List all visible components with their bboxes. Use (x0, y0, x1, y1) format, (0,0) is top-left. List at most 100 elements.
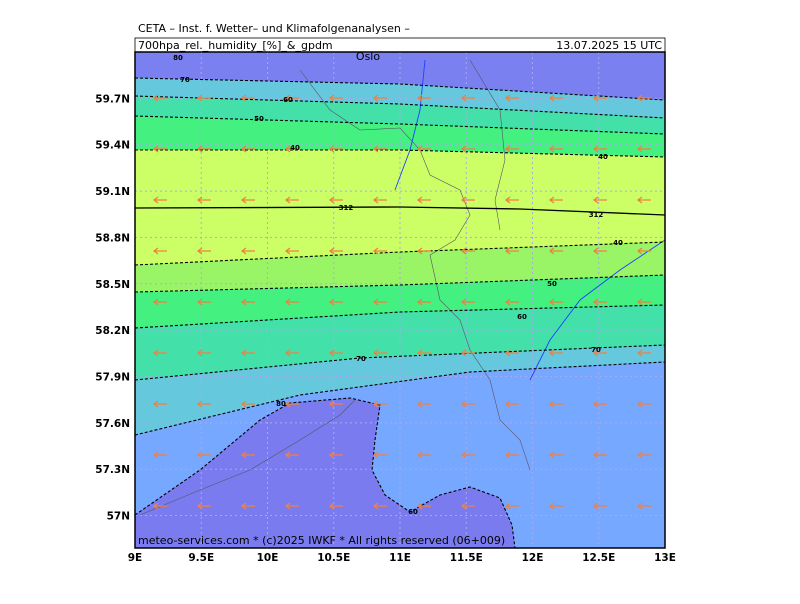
wind-arrow (592, 94, 607, 102)
wind-arrow (284, 145, 299, 153)
x-tick-label: 13E (654, 552, 676, 564)
contour-line (134, 77, 666, 101)
contour-label: 80 (276, 400, 286, 408)
x-tick-label: 9E (128, 552, 142, 564)
wind-arrow (548, 196, 563, 204)
wind-arrow (592, 247, 607, 255)
wind-arrow (240, 451, 255, 459)
contour-label: 40 (598, 153, 608, 161)
wind-arrow (504, 400, 519, 408)
contour-line (134, 344, 666, 381)
contour-label: 40 (290, 144, 300, 152)
wind-arrow (328, 196, 343, 204)
wind-arrow (592, 451, 607, 459)
contour-label: 80 (173, 54, 183, 62)
wind-arrow (460, 298, 475, 306)
wind-arrow (548, 349, 563, 357)
contour-label: 40 (613, 239, 623, 247)
wind-arrow (416, 298, 431, 306)
wind-arrow (592, 145, 607, 153)
wind-arrow (460, 145, 475, 153)
wind-arrow (636, 196, 651, 204)
contour-line (134, 115, 666, 135)
wind-arrow (284, 451, 299, 459)
contour-label: 50 (254, 115, 264, 123)
wind-arrow (504, 247, 519, 255)
wind-arrow (636, 502, 651, 510)
coastline (139, 399, 356, 516)
wind-arrow (416, 400, 431, 408)
contour-label: 312 (589, 211, 604, 219)
wind-arrow (372, 247, 387, 255)
band (135, 398, 515, 548)
wind-arrow (636, 298, 651, 306)
wind-arrow (284, 247, 299, 255)
wind-arrow (504, 451, 519, 459)
wind-arrow (460, 247, 475, 255)
y-tick-label: 58.2N (95, 325, 130, 337)
x-tick-label: 12E (522, 552, 544, 564)
x-tick-label: 11E (389, 552, 411, 564)
wind-arrow (592, 298, 607, 306)
wind-arrow (548, 94, 563, 102)
plot-area: 80 70 60 50 40 40 312 312 40 50 60 70 70 80 60 Oslo (134, 50, 666, 549)
wind-arrow (328, 298, 343, 306)
wind-arrow (284, 349, 299, 357)
wind-arrow (592, 196, 607, 204)
contour-line (134, 241, 666, 266)
wind-arrow (372, 145, 387, 153)
wind-arrow (240, 298, 255, 306)
contour-label: 60 (283, 96, 293, 104)
x-tick-label: 9.5E (188, 552, 214, 564)
y-tick-label: 57N (107, 511, 130, 523)
wind-arrow (240, 502, 255, 510)
x-tick-label: 10E (257, 552, 279, 564)
contour-line (135, 149, 666, 158)
wind-arrow (328, 247, 343, 255)
wind-arrow (196, 145, 211, 153)
contour-label: 60 (517, 313, 527, 321)
wind-arrow (196, 247, 211, 255)
wind-arrow (328, 451, 343, 459)
y-tick-label: 58.8N (95, 232, 130, 244)
header-product: 700hpa_rel._humidity_[%]_&_gpdm (138, 39, 333, 52)
wind-arrow (636, 400, 651, 408)
wind-arrow (372, 451, 387, 459)
wind-arrow (592, 502, 607, 510)
y-tick-label: 59.1N (95, 186, 130, 198)
wind-arrow (152, 145, 167, 153)
wind-arrow (416, 349, 431, 357)
wind-arrow (372, 349, 387, 357)
wind-arrow (504, 298, 519, 306)
geopotential-line (134, 206, 666, 216)
wind-arrow (284, 94, 299, 102)
wind-arrow (152, 502, 167, 510)
wind-arrow (548, 298, 563, 306)
wind-arrow (460, 451, 475, 459)
contour-line (134, 95, 666, 119)
y-tick-label: 58.5N (95, 279, 130, 291)
wind-arrow (328, 400, 343, 408)
wind-arrow (636, 247, 651, 255)
coastline (469, 59, 506, 231)
wind-arrow (152, 196, 167, 204)
wind-arrow (416, 502, 431, 510)
y-tick-label: 57.6N (95, 418, 130, 430)
footer: meteo-services.com * (c)2025 IWKF * All … (138, 534, 505, 547)
wind-arrow (284, 196, 299, 204)
wind-arrow (504, 145, 519, 153)
wind-arrow (152, 247, 167, 255)
wind-arrow (328, 94, 343, 102)
x-tick-label: 11.5E (450, 552, 483, 564)
wind-arrow (548, 451, 563, 459)
wind-arrow (416, 451, 431, 459)
wind-arrow (636, 451, 651, 459)
wind-arrow (372, 94, 387, 102)
wind-arrow (196, 94, 211, 102)
header-valid: 13.07.2025 15 UTC (556, 39, 662, 52)
coastline (299, 69, 531, 471)
wind-arrow (636, 94, 651, 102)
contour-label: 70 (591, 346, 601, 354)
wind-arrow (504, 349, 519, 357)
